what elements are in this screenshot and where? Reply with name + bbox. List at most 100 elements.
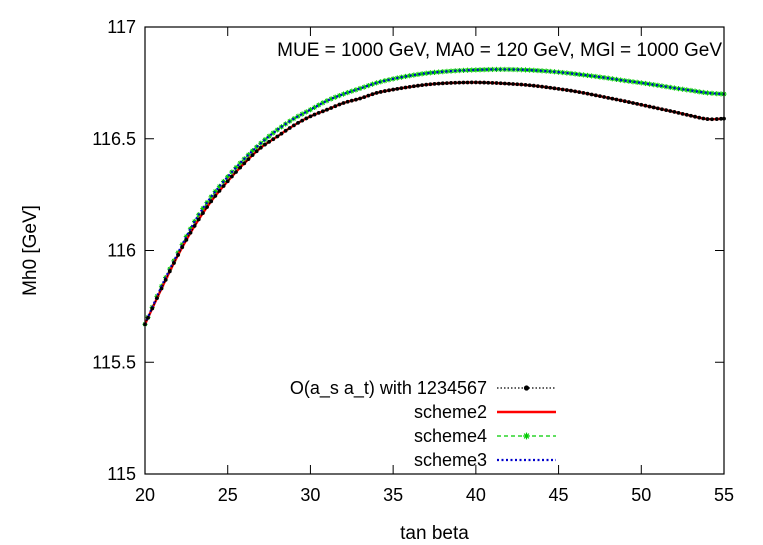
series-point — [469, 80, 474, 85]
series-point — [213, 194, 218, 198]
series-point — [159, 286, 164, 291]
series-point — [655, 106, 660, 111]
series-point — [333, 104, 338, 109]
series-point — [573, 89, 578, 94]
series-point — [610, 96, 615, 101]
series-point — [382, 89, 387, 93]
series-point — [643, 103, 648, 108]
series-point — [163, 277, 168, 282]
series-point — [167, 269, 172, 274]
legend-entry-label: scheme3 — [414, 450, 487, 470]
series-point — [436, 81, 441, 86]
series-point — [271, 137, 276, 142]
plot-frame — [144, 26, 725, 475]
series-point — [432, 81, 437, 86]
series-point — [684, 112, 689, 117]
series-point — [511, 82, 515, 86]
series-point — [618, 98, 623, 103]
legend-entry-label: scheme2 — [414, 402, 487, 422]
axis-ticks: 20 25 30 35 40 45 50 55 115 115.5 116 116.5 117 — [92, 17, 734, 505]
series-point — [395, 86, 400, 91]
y-tick-label: 115 — [107, 464, 136, 484]
series-point — [502, 81, 507, 86]
series-point — [556, 87, 561, 91]
series-point — [329, 106, 334, 110]
series-point — [655, 82, 661, 88]
series-point — [465, 80, 470, 85]
series-line-dotted-with-dots — [144, 81, 725, 325]
series-point — [440, 81, 445, 86]
series-point — [482, 80, 487, 85]
series-point — [461, 80, 466, 85]
y-axis-label: Mh0 [GeV] — [20, 205, 41, 296]
series-point — [689, 113, 693, 118]
series-point — [560, 87, 565, 92]
series-point — [242, 161, 247, 166]
series-point — [647, 104, 652, 109]
series-point — [428, 82, 433, 87]
y-tick-label: 115.5 — [92, 352, 136, 372]
series-point — [498, 81, 503, 86]
series-point — [523, 82, 528, 87]
legend-marker — [523, 432, 530, 440]
series-point — [631, 101, 635, 105]
series-point — [585, 91, 590, 96]
series-point — [209, 199, 214, 204]
series-point — [221, 184, 226, 188]
series-point — [205, 205, 209, 209]
series-point — [217, 188, 222, 193]
series-point — [564, 88, 569, 92]
x-tick-label: 30 — [300, 485, 320, 505]
series-point — [569, 88, 573, 93]
series-point — [494, 81, 499, 85]
series-point — [180, 245, 185, 250]
series-point — [308, 114, 313, 119]
series-point — [548, 85, 553, 90]
series-point — [275, 134, 280, 139]
series-point — [300, 118, 305, 123]
series-point — [172, 261, 176, 265]
series-point — [593, 93, 598, 98]
series-point — [478, 80, 482, 85]
series-point — [457, 80, 462, 85]
series-point — [416, 83, 420, 88]
series-point — [287, 126, 292, 130]
legend-entry-label: scheme4 — [414, 426, 487, 446]
y-tick-label: 117 — [107, 17, 136, 37]
series-point — [589, 92, 594, 97]
series-point — [411, 84, 416, 89]
legend-entry-label: O(a_s a_t) with 1234567 — [290, 378, 487, 399]
series-point — [246, 157, 251, 162]
series-point — [325, 107, 329, 112]
series-point — [176, 253, 180, 257]
x-tick-label: 45 — [549, 485, 569, 505]
series-point — [263, 142, 267, 147]
series-point — [354, 97, 358, 102]
x-tick-label: 55 — [714, 485, 734, 505]
series-point — [399, 86, 404, 91]
series-point — [196, 217, 201, 222]
series-point — [660, 107, 664, 112]
series-point — [296, 120, 300, 125]
series-point — [320, 109, 325, 114]
series-point — [249, 148, 256, 154]
legend-marker — [523, 385, 530, 391]
series-point — [531, 83, 536, 88]
series-point — [639, 102, 644, 107]
x-tick-label: 20 — [135, 485, 155, 505]
chart-title: MUE = 1000 GeV, MA0 = 120 GeV, MGl = 100… — [277, 40, 722, 61]
series-point — [258, 145, 263, 150]
series-point — [192, 224, 197, 228]
series-point — [188, 230, 193, 235]
y-tick-label: 116 — [107, 241, 136, 261]
series-point — [146, 315, 150, 320]
series-point — [316, 111, 321, 115]
series-point — [225, 179, 230, 184]
series-point — [229, 174, 234, 179]
series-point — [664, 108, 668, 113]
series-point — [337, 102, 342, 107]
series-point — [362, 95, 367, 100]
series-point — [705, 117, 710, 121]
series-point — [279, 131, 284, 136]
series-point — [349, 98, 354, 103]
